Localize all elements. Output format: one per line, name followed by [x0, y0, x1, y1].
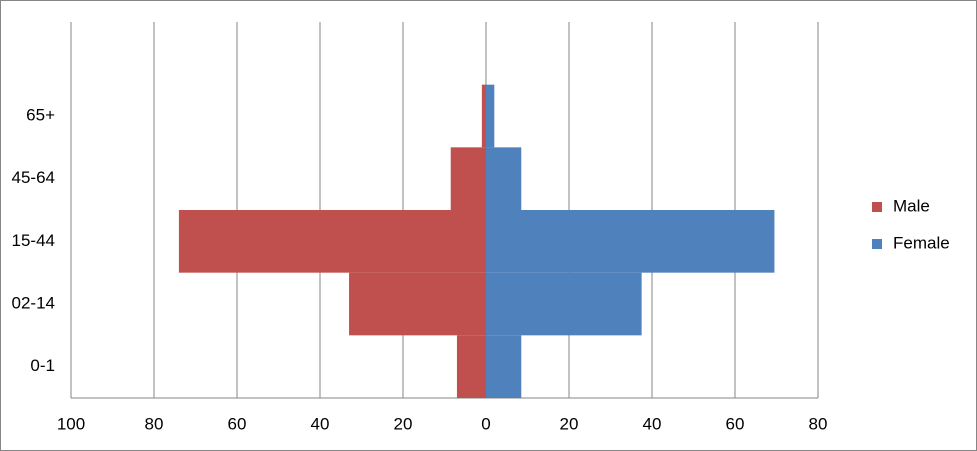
x-tick-label: 20	[394, 414, 413, 433]
bar	[349, 272, 486, 336]
bar	[486, 84, 495, 148]
bar	[450, 147, 486, 210]
legend-swatch	[872, 239, 882, 249]
y-tick-label: 65+	[26, 105, 55, 124]
bar	[486, 147, 522, 210]
bar	[486, 210, 775, 273]
bar	[481, 84, 486, 148]
bar	[456, 335, 486, 398]
y-tick-label: 0-1	[30, 356, 55, 375]
x-tick-label: 40	[311, 414, 330, 433]
legend-label: Female	[893, 233, 950, 252]
x-tick-label: 100	[57, 414, 85, 433]
y-tick-label: 15-44	[12, 231, 55, 250]
x-tick-label: 60	[726, 414, 745, 433]
bar	[486, 335, 522, 398]
x-tick-label: 60	[228, 414, 247, 433]
x-tick-label: 40	[643, 414, 662, 433]
legend-label: Male	[893, 196, 930, 215]
y-tick-label: 45-64	[12, 168, 55, 187]
x-tick-label: 80	[809, 414, 828, 433]
y-tick-label: 02-14	[12, 293, 55, 312]
bar	[178, 210, 486, 273]
x-tick-label: 80	[145, 414, 164, 433]
legend-swatch	[872, 202, 882, 212]
x-tick-label: 0	[481, 414, 490, 433]
x-tick-label: 20	[560, 414, 579, 433]
bar	[486, 272, 642, 336]
